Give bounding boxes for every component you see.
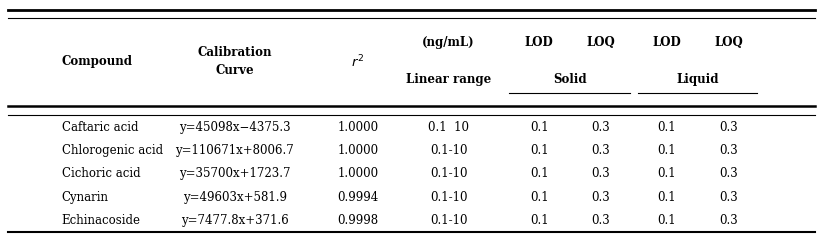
- Text: 1.0000: 1.0000: [337, 144, 379, 157]
- Text: 0.1: 0.1: [530, 144, 548, 157]
- Text: Cynarin: Cynarin: [62, 191, 109, 203]
- Text: Chlorogenic acid: Chlorogenic acid: [62, 144, 163, 157]
- Text: 0.3: 0.3: [592, 214, 610, 227]
- Text: Echinacoside: Echinacoside: [62, 214, 141, 227]
- Text: Cichoric acid: Cichoric acid: [62, 167, 141, 180]
- Text: 0.9994: 0.9994: [337, 191, 379, 203]
- Text: y=7477.8x+371.6: y=7477.8x+371.6: [181, 214, 288, 227]
- Text: 0.1: 0.1: [530, 167, 548, 180]
- Text: y=35700x+1723.7: y=35700x+1723.7: [179, 167, 291, 180]
- Text: 0.1: 0.1: [658, 121, 676, 134]
- Text: y=45098x−4375.3: y=45098x−4375.3: [179, 121, 291, 134]
- Text: LOQ: LOQ: [587, 36, 615, 49]
- Text: LOD: LOD: [525, 36, 553, 49]
- Text: y=110671x+8006.7: y=110671x+8006.7: [175, 144, 294, 157]
- Text: 0.1  10: 0.1 10: [428, 121, 469, 134]
- Text: 0.3: 0.3: [592, 167, 610, 180]
- Text: 0.1-10: 0.1-10: [430, 214, 467, 227]
- Text: 0.3: 0.3: [719, 214, 737, 227]
- Text: Caftaric acid: Caftaric acid: [62, 121, 138, 134]
- Text: 0.3: 0.3: [592, 191, 610, 203]
- Text: 0.1: 0.1: [530, 121, 548, 134]
- Text: 0.1-10: 0.1-10: [430, 167, 467, 180]
- Text: Calibration
Curve: Calibration Curve: [198, 46, 272, 77]
- Text: 0.1-10: 0.1-10: [430, 144, 467, 157]
- Text: Liquid: Liquid: [677, 73, 718, 86]
- Text: Linear range: Linear range: [406, 73, 491, 86]
- Text: LOQ: LOQ: [714, 36, 742, 49]
- Text: y=49603x+581.9: y=49603x+581.9: [183, 191, 286, 203]
- Text: 0.3: 0.3: [719, 121, 737, 134]
- Text: 1.0000: 1.0000: [337, 167, 379, 180]
- Text: 0.3: 0.3: [592, 144, 610, 157]
- Text: 0.1: 0.1: [658, 214, 676, 227]
- Text: 0.1: 0.1: [658, 144, 676, 157]
- Text: 0.1: 0.1: [530, 214, 548, 227]
- Text: 0.9998: 0.9998: [337, 214, 379, 227]
- Text: 0.1-10: 0.1-10: [430, 191, 467, 203]
- Text: 0.3: 0.3: [719, 167, 737, 180]
- Text: 0.3: 0.3: [592, 121, 610, 134]
- Text: LOD: LOD: [653, 36, 681, 49]
- Text: 1.0000: 1.0000: [337, 121, 379, 134]
- Text: 0.1: 0.1: [658, 191, 676, 203]
- Text: Compound: Compound: [62, 55, 133, 68]
- Text: $r^{2}$: $r^{2}$: [351, 54, 365, 70]
- Text: 0.3: 0.3: [719, 191, 737, 203]
- Text: 0.1: 0.1: [658, 167, 676, 180]
- Text: (ng/mL): (ng/mL): [422, 36, 475, 49]
- Text: 0.3: 0.3: [719, 144, 737, 157]
- Text: Solid: Solid: [553, 73, 587, 86]
- Text: 0.1: 0.1: [530, 191, 548, 203]
